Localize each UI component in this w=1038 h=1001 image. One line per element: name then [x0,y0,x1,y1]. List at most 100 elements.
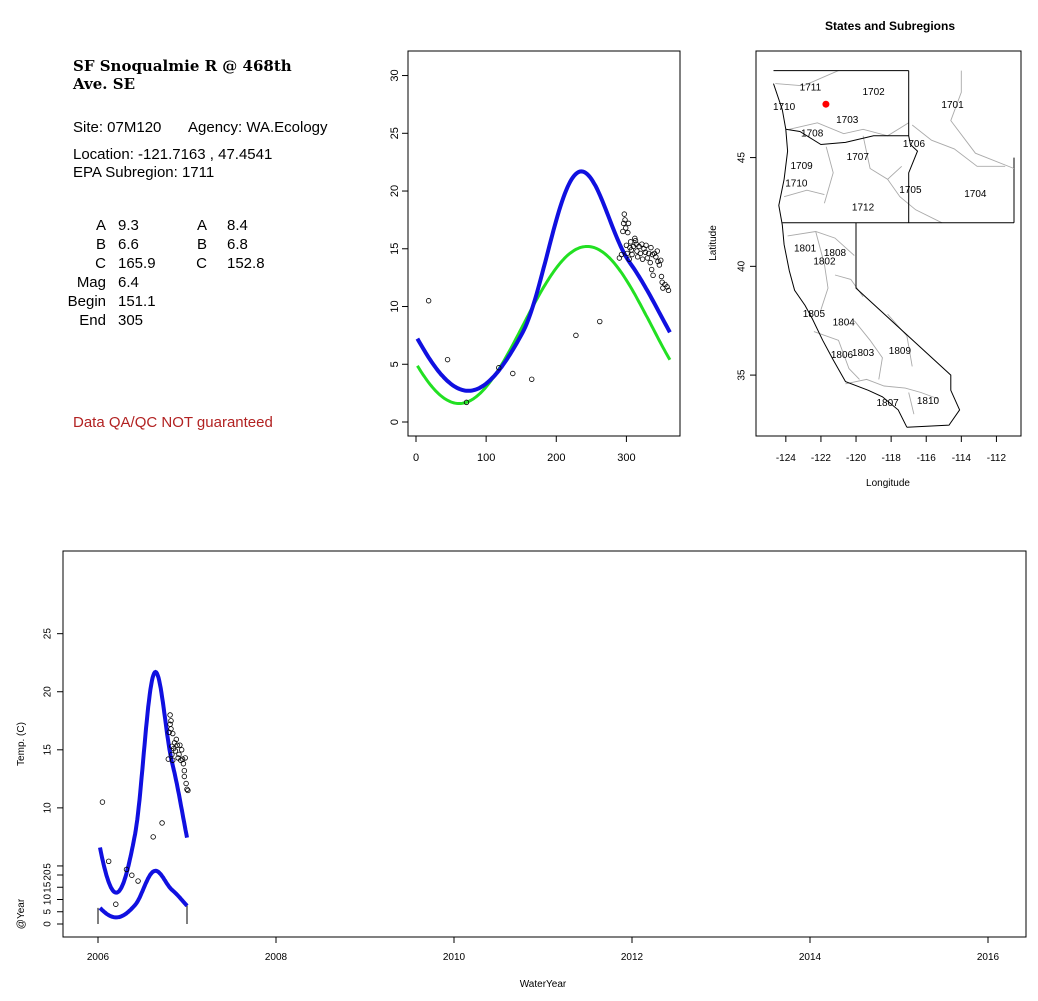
subregion-boundary [950,70,1015,169]
long-term-data-point [176,751,182,758]
long-term-data-point [184,786,190,792]
seasonal-data-point [658,273,665,280]
long-term-x-tick-label: 2012 [621,952,644,963]
long-term-x-tick-label: 2014 [799,952,822,963]
region-label: 1711 [800,83,822,94]
state-boundary [785,128,909,146]
seasonal-y-tick-label: 25 [389,127,401,139]
long-term-data-point [170,730,176,737]
seasonal-data-point [626,256,632,262]
param-value: 8.4 [227,217,248,234]
map-x-tick-label: -112 [987,453,1007,464]
subregion-boundary [789,122,909,137]
seasonal-data-point [627,239,634,245]
seasonal-y-tick-label: 20 [389,185,401,197]
long-term-data-point [169,751,175,758]
seasonal-y-tick-label: 30 [389,69,401,81]
param-value: 6.4 [118,274,139,291]
subregion-boundary [834,274,864,298]
map-x-tick-label: -122 [811,453,831,464]
region-label: 1805 [803,309,826,320]
site-title-line2: Ave. SE [73,75,135,93]
seasonal-data-point [625,229,631,236]
seasonal-data-point [425,298,432,304]
region-label: 1704 [964,189,987,200]
seasonal-y-tick-label: 15 [389,243,401,255]
param-label: A [196,217,207,234]
seasonal-data-point [621,211,628,217]
site-id: Site: 07M120 [73,119,162,136]
long-term-data-point [173,736,180,743]
seasonal-data-point [639,256,646,262]
site-marker [822,100,830,108]
map-x-tick-label: -124 [776,453,796,464]
long-term-x-tick-label: 2006 [87,952,110,963]
subregion-boundary [887,179,943,224]
seasonal-data-point [623,225,629,231]
seasonal-data-point [650,272,656,279]
param-value: 9.3 [118,217,139,234]
subregion-boundary [815,231,829,310]
seasonal-plot-frame [407,50,681,437]
region-label: 1709 [791,161,814,172]
seasonal-data-point [656,262,663,268]
seasonal-x-tick-label: 200 [547,452,565,464]
annual-y-tick-label: 0 [43,921,54,927]
location: Location: -121.7163 , 47.4541 [73,146,273,163]
map-y-tick-label: 35 [737,369,748,381]
subregion-boundary [813,331,860,380]
region-label: 1804 [833,318,856,329]
subregion-boundary [908,392,915,415]
long-term-data-point [129,872,135,878]
seasonal-data-point [653,254,659,260]
long-term-xlabel: WaterYear [520,979,567,990]
seasonal-y-tick-label: 5 [389,361,401,367]
long-term-x-tick-label: 2010 [443,952,466,963]
seasonal-x-tick-label: 300 [617,452,635,464]
annual-y-tick-label: 10 [43,894,54,906]
seasonal-data-point [648,266,655,273]
subregion-boundary [823,146,834,204]
map-frame [755,50,1022,437]
long-term-y-tick-label: 10 [43,802,54,814]
subregion-boundary [783,189,825,198]
seasonal-data-point [655,258,661,265]
region-label: 1801 [794,244,817,255]
long-term-data-point [174,742,180,748]
seasonal-data-point [647,259,653,266]
long-term-data-point [183,780,189,787]
map-title: States and Subregions [824,19,956,33]
subregion-boundary [787,231,855,256]
long-term-data-point [150,834,156,840]
subregion-map: Longitude Latitude -124 -122 -120 -118 -116 -… [708,50,1022,489]
region-label: 1808 [824,248,847,259]
subregion-boundary [853,320,883,380]
long-term-data-point [180,761,187,767]
seasonal-fit-green-line [416,245,672,405]
long-term-y-tick-label: 5 [43,863,54,869]
seasonal-data-point [618,251,625,258]
long-term-data-point [181,768,188,774]
epa-subregion: EPA Subregion: 1711 [73,164,215,181]
seasonal-data-point [644,255,651,261]
region-label: 1809 [889,346,912,357]
long-term-data-point [105,858,112,864]
annual-fit-line [98,868,189,920]
seasonal-data-point [658,257,664,264]
param-label: Mag [76,274,106,291]
subregion-boundary [862,135,903,180]
region-label: 1710 [773,102,796,113]
seasonal-data-point [510,370,516,377]
long-term-y-tick-label: 20 [43,686,54,698]
seasonal-x-tick-label: 0 [413,452,419,464]
subregion-boundary [911,124,1006,167]
region-label: 1810 [917,396,940,407]
seasonal-chart: 0 100 200 300 0 5 10 15 20 25 30 [389,50,681,464]
param-label: B [95,236,106,253]
seasonal-data-point [620,228,626,235]
annual-y-tick-label: 20 [43,869,54,881]
seasonal-data-point [625,220,632,227]
state-boundary [908,70,919,223]
region-label: 1807 [876,398,899,409]
